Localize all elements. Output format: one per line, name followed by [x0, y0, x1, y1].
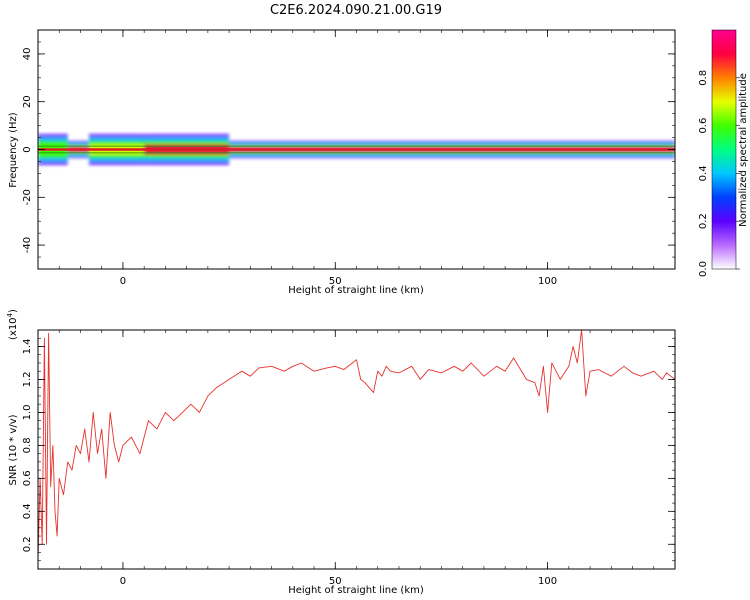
- snr-multiplier-base: (x10: [8, 317, 19, 340]
- y-tick-label: 20: [22, 95, 33, 108]
- snr-background: [38, 330, 675, 569]
- colorbar-tick-label: 0.0: [698, 261, 709, 277]
- colorbar-tick-label: 0.6: [698, 118, 709, 134]
- colorbar-tick-label: 0.8: [698, 70, 709, 86]
- x-tick-label: 50: [329, 276, 342, 287]
- snr-series-line: [38, 330, 675, 561]
- y-tick-label: 1.4: [22, 339, 33, 355]
- y-tick-label: -20: [22, 189, 33, 205]
- snr-y-label: SNR (10 * v/v): [8, 414, 19, 485]
- y-tick-label: 40: [22, 48, 33, 61]
- y-tick-label: 1.0: [22, 404, 33, 420]
- x-tick-label: 100: [538, 276, 557, 287]
- x-tick-label: 50: [329, 576, 342, 587]
- colorbar-label: Normalized spectral amplitude: [738, 73, 749, 227]
- figure-title: C2E6.2024.090.21.00.G19: [270, 3, 442, 18]
- snr-multiplier-exp: 4: [6, 312, 14, 317]
- snr-multiplier: (x104): [6, 309, 19, 340]
- spectrogram-x-label: Height of straight line (km): [288, 285, 424, 296]
- colorbar-tick-label: 0.2: [698, 213, 709, 229]
- snr-multiplier-close: ): [8, 309, 19, 313]
- x-tick-label: 0: [120, 276, 126, 287]
- y-tick-label: 0.4: [22, 503, 33, 519]
- snr-panel: 0 50 100 0.2 0.4 0.6 0.8 1.0 1.2 1.4 Height of st…: [6, 309, 676, 596]
- y-tick-label: 0.6: [22, 470, 33, 486]
- snr-frame: [37, 329, 676, 570]
- spectrogram-frame: [37, 29, 676, 270]
- snr-x-label: Height of straight line (km): [288, 585, 424, 596]
- y-tick-label: -40: [22, 237, 33, 253]
- colorbar-ticks: 0.0 0.2 0.4 0.6 0.8: [698, 70, 740, 277]
- spectrogram-panel: 0 50 100 -40 -20 0 20 40 Height of straight lin…: [8, 29, 676, 296]
- colorbar-tick-label: 0.4: [698, 165, 709, 181]
- spectrogram-y-label: Frequency (Hz): [8, 112, 19, 188]
- y-tick-label: 0.8: [22, 437, 33, 453]
- spectrogram-heat: [38, 134, 675, 165]
- colorbar-gradient: [712, 30, 736, 269]
- y-tick-label: 0.2: [22, 536, 33, 552]
- x-tick-label: 100: [538, 576, 557, 587]
- y-tick-label: 0: [22, 146, 33, 152]
- colorbar-frame: [711, 29, 737, 270]
- y-tick-label: 1.2: [22, 371, 33, 387]
- colorbar: 0.0 0.2 0.4 0.6 0.8 Normalized spectral ampl…: [698, 29, 749, 277]
- x-tick-label: 0: [120, 576, 126, 587]
